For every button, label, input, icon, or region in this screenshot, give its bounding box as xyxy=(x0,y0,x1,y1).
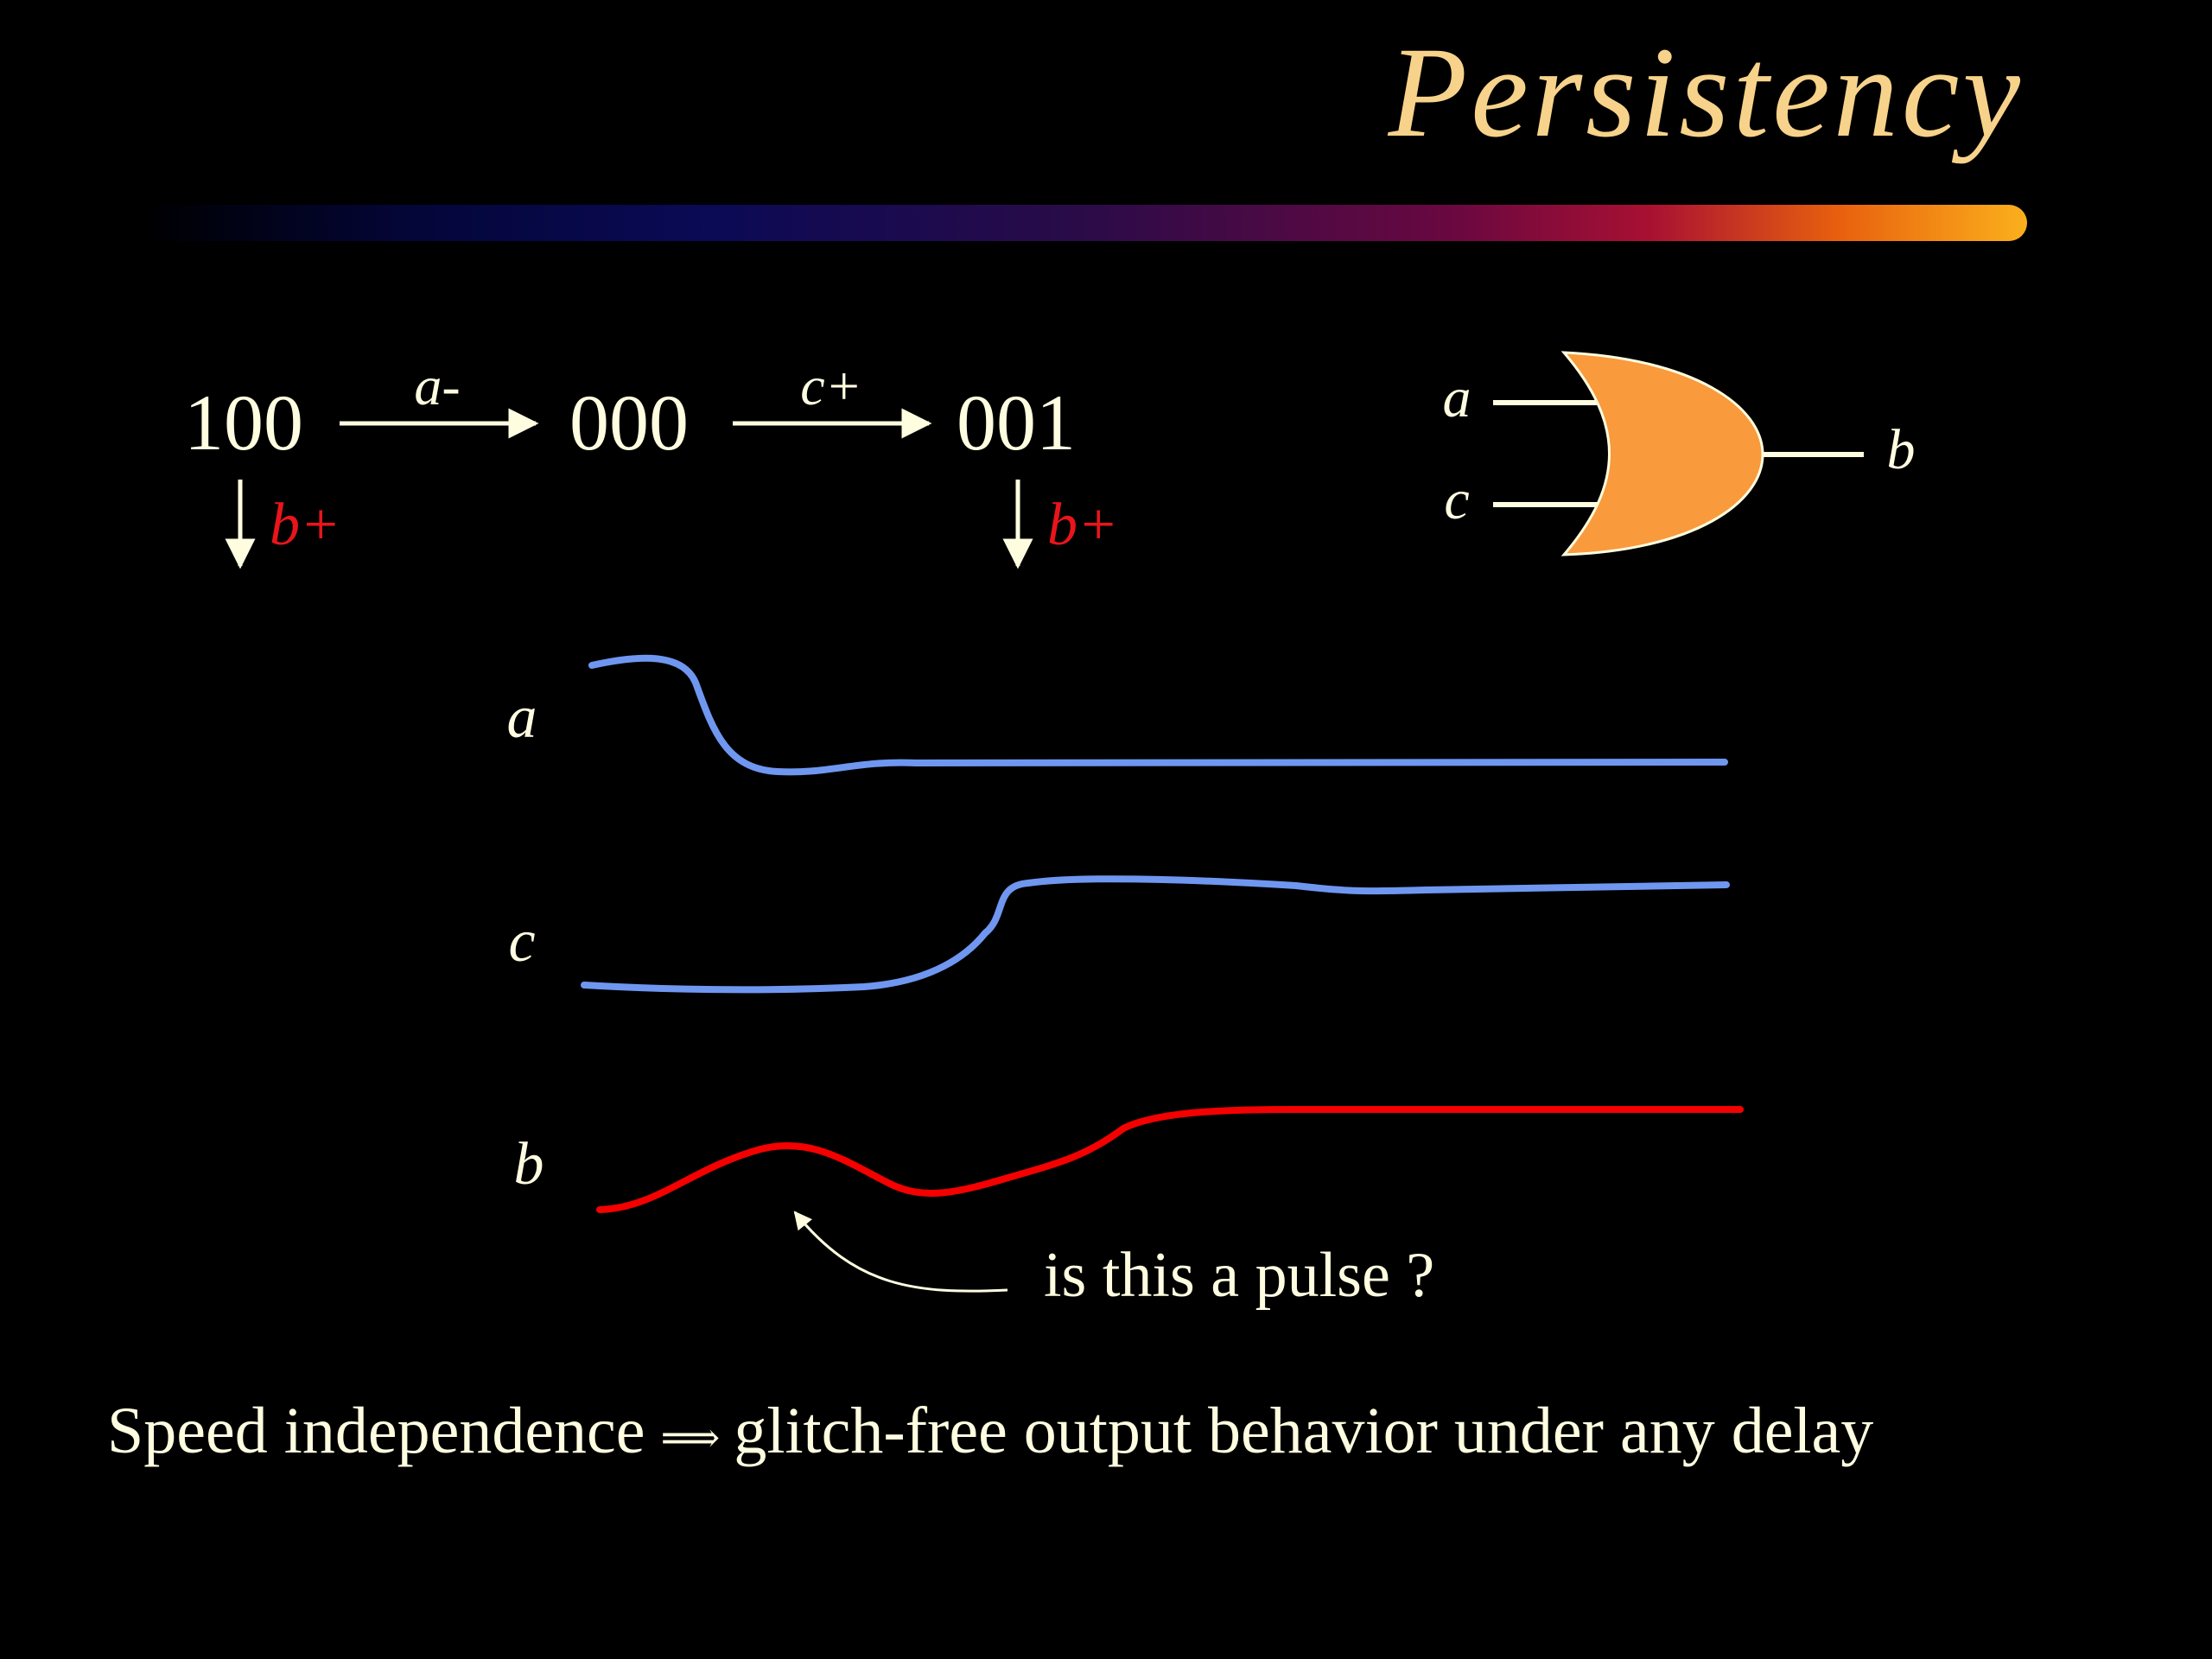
or-gate-symbol: a c b xyxy=(1443,351,1916,556)
waveform-label-c: c xyxy=(508,908,535,975)
state-graph: 100 000 001 a- c+ b+ b+ xyxy=(184,355,1118,569)
gate-output-label-b: b xyxy=(1887,418,1916,481)
timing-waveforms: a c b is this a pulse ? xyxy=(507,654,1744,1311)
transition-label-c-plus: c+ xyxy=(800,355,862,416)
transition-label-a-minus: a- xyxy=(414,355,460,416)
or-gate-body xyxy=(1560,351,1764,556)
waveform-b xyxy=(596,1105,1744,1213)
state-001: 001 xyxy=(957,378,1076,467)
annotation-text: is this a pulse ? xyxy=(1044,1240,1434,1311)
title-gradient-bar xyxy=(138,205,2027,241)
waveform-c xyxy=(581,875,1730,994)
state-000: 000 xyxy=(569,378,689,467)
waveform-label-a: a xyxy=(507,684,537,751)
slide-title: Persistency xyxy=(1388,21,2024,164)
gate-input-label-c: c xyxy=(1444,468,1469,531)
enabled-label-100: b+ xyxy=(270,492,340,558)
footer-statement: Speed independence ⟹ glitch-free output be… xyxy=(107,1394,1873,1469)
implies-arrow-icon: ⟹ xyxy=(660,1414,721,1461)
footer-right-text: glitch-free output behavior under any de… xyxy=(734,1395,1874,1467)
enabled-label-001: b+ xyxy=(1047,492,1118,558)
waveform-a xyxy=(588,654,1728,776)
annotation-arrow xyxy=(793,1211,1008,1293)
state-100: 100 xyxy=(184,378,303,467)
footer-left-text: Speed independence xyxy=(107,1395,645,1467)
waveform-label-b: b xyxy=(514,1131,544,1198)
gate-input-label-a: a xyxy=(1443,366,1471,429)
